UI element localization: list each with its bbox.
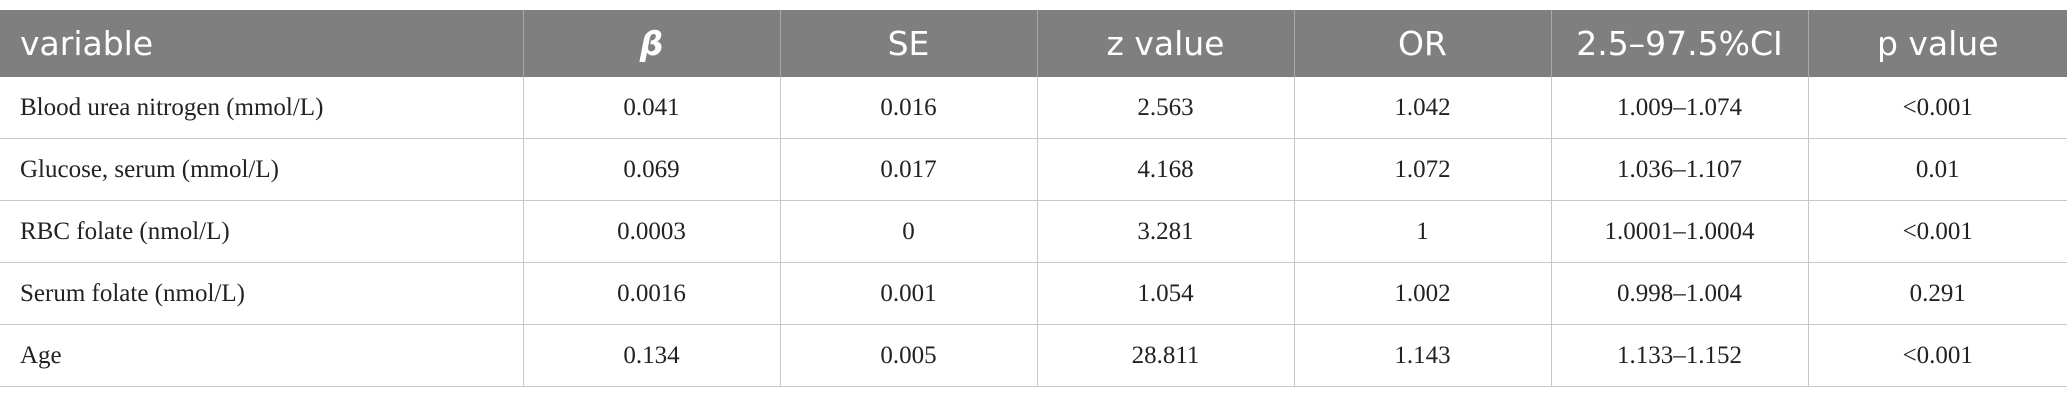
table-cell: 0.0016 [522, 262, 780, 325]
regression-table: variable β SE z value OR 2.5–97.5%CI p value B… [0, 10, 2067, 387]
table-cell: 0.041 [522, 77, 780, 139]
table-cell: 1.009–1.074 [1550, 77, 1808, 139]
row-label: Glucose, serum (mmol/L) [0, 138, 523, 201]
table-cell: 0.01 [1807, 138, 2067, 201]
row-label: Serum folate (nmol/L) [0, 262, 523, 325]
header-cell: p value [1807, 10, 2067, 77]
header-cell: OR [1293, 10, 1551, 77]
header-cell: variable [0, 10, 523, 77]
header-cell: β [522, 10, 780, 77]
table-cell: 1.042 [1293, 77, 1551, 139]
table-cell: 1.002 [1293, 262, 1551, 325]
table-container: variable β SE z value OR 2.5–97.5%CI p value B… [0, 10, 2067, 387]
table-cell: 0.998–1.004 [1550, 262, 1808, 325]
table-cell: 2.563 [1036, 77, 1294, 139]
table-row: Serum folate (nmol/L) 0.0016 0.001 1.054 1.0… [0, 262, 2067, 325]
row-label: Age [0, 324, 523, 387]
header-cell: SE [779, 10, 1037, 77]
table-body: Blood urea nitrogen (mmol/L) 0.041 0.016 2.… [0, 77, 2067, 387]
table-cell: 1.036–1.107 [1550, 138, 1808, 201]
table-row: Age 0.134 0.005 28.811 1.143 1.133–1.152 <0.00… [0, 324, 2067, 387]
table-row: Glucose, serum (mmol/L) 0.069 0.017 4.168 1.… [0, 138, 2067, 201]
table-cell: 0.069 [522, 138, 780, 201]
table-cell: <0.001 [1807, 200, 2067, 263]
table-cell: 3.281 [1036, 200, 1294, 263]
table-cell: 1.143 [1293, 324, 1551, 387]
table-row: Blood urea nitrogen (mmol/L) 0.041 0.016 2.… [0, 77, 2067, 139]
table-cell: 1 [1293, 200, 1551, 263]
table-cell: 1.133–1.152 [1550, 324, 1808, 387]
table-cell: <0.001 [1807, 324, 2067, 387]
table-cell: <0.001 [1807, 77, 2067, 139]
table-cell: 0.134 [522, 324, 780, 387]
table-cell: 1.054 [1036, 262, 1294, 325]
table-cell: 4.168 [1036, 138, 1294, 201]
table-cell: 1.0001–1.0004 [1550, 200, 1808, 263]
row-label: Blood urea nitrogen (mmol/L) [0, 77, 523, 139]
table-cell: 0.005 [779, 324, 1037, 387]
table-cell: 0.017 [779, 138, 1037, 201]
header-cell: z value [1036, 10, 1294, 77]
table-cell: 0.0003 [522, 200, 780, 263]
header-cell: 2.5–97.5%CI [1550, 10, 1808, 77]
header-row: variable β SE z value OR 2.5–97.5%CI p value [0, 10, 2067, 77]
table-cell: 0.291 [1807, 262, 2067, 325]
table-row: RBC folate (nmol/L) 0.0003 0 3.281 1 1.0001–1… [0, 200, 2067, 263]
row-label: RBC folate (nmol/L) [0, 200, 523, 263]
table-cell: 1.072 [1293, 138, 1551, 201]
table-cell: 0.001 [779, 262, 1037, 325]
table-header: variable β SE z value OR 2.5–97.5%CI p value [0, 10, 2067, 77]
table-cell: 0 [779, 200, 1037, 263]
table-cell: 28.811 [1036, 324, 1294, 387]
table-cell: 0.016 [779, 77, 1037, 139]
